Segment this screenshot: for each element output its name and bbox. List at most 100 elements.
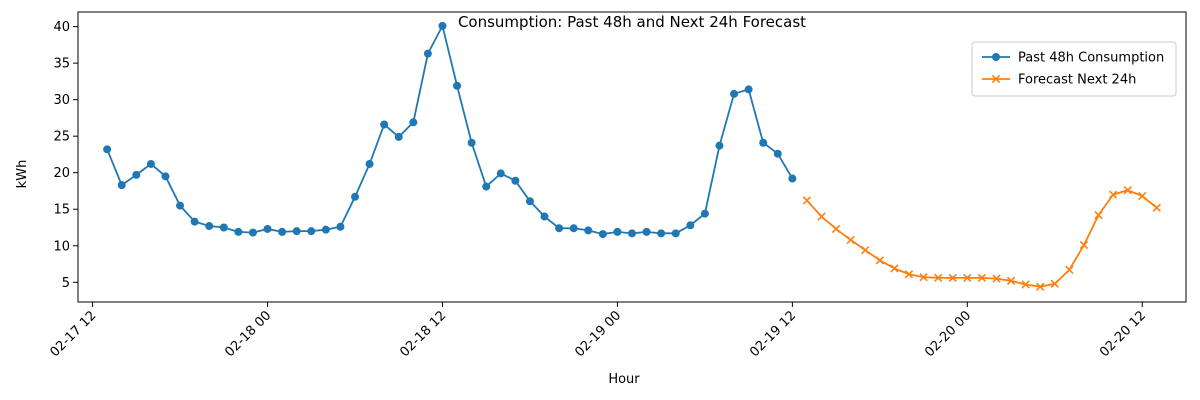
series-2 (802, 186, 1162, 291)
data-point (1036, 282, 1045, 291)
series-layer (103, 21, 1162, 291)
data-point (744, 85, 753, 94)
data-point (671, 229, 680, 238)
data-point (219, 223, 228, 232)
data-point (759, 138, 768, 147)
legend-label: Forecast Next 24h (1018, 73, 1136, 88)
data-point (467, 138, 476, 147)
data-point (948, 273, 957, 283)
x-tick-label: 02-19 00 (572, 308, 624, 360)
y-tick-label: 35 (53, 57, 70, 72)
data-point (628, 229, 636, 238)
data-point (438, 21, 447, 30)
data-point (380, 120, 389, 129)
data-point (1006, 276, 1016, 285)
data-point (598, 230, 607, 239)
legend-marker (991, 74, 1001, 84)
data-point (1079, 240, 1089, 250)
data-point (846, 235, 855, 245)
data-point (904, 270, 914, 279)
data-point (1152, 203, 1162, 212)
y-tick-label: 30 (53, 93, 70, 108)
legend: Past 48h Consumption Forecast Next 24h (971, 41, 1177, 97)
data-point (161, 172, 170, 181)
data-point (496, 169, 505, 178)
data-point (919, 272, 928, 282)
data-point (146, 159, 155, 168)
data-point (263, 224, 272, 233)
data-point (802, 196, 812, 205)
x-axis-label: Hour (608, 372, 640, 387)
data-point (336, 222, 345, 231)
data-point (482, 182, 491, 191)
data-point (307, 227, 316, 236)
data-point (103, 145, 112, 154)
data-point (176, 201, 185, 210)
y-tick-label: 25 (53, 130, 70, 145)
data-point (248, 228, 257, 237)
data-point (1094, 210, 1103, 220)
data-point (875, 256, 885, 265)
x-tick-label: 02-20 00 (922, 308, 974, 360)
x-tick-label: 02-17 12 (47, 308, 99, 360)
data-point (730, 89, 739, 98)
y-tick-label: 5 (62, 276, 70, 291)
data-point (278, 227, 287, 236)
data-point (569, 224, 578, 233)
data-point (1065, 265, 1074, 275)
y-tick-label: 15 (53, 203, 70, 218)
data-point (1108, 190, 1118, 199)
data-point (933, 273, 943, 283)
data-point (700, 209, 709, 218)
data-point (117, 181, 126, 190)
data-point (190, 217, 199, 226)
data-point (351, 192, 359, 201)
legend-label: Past 48h Consumption (1018, 51, 1164, 66)
data-point (831, 224, 841, 234)
data-point (394, 132, 403, 141)
data-point (511, 176, 520, 185)
data-point (1138, 191, 1147, 201)
data-point (788, 174, 797, 183)
data-point (657, 229, 666, 238)
data-point (525, 197, 534, 206)
data-point (409, 118, 418, 127)
data-point (423, 49, 432, 58)
data-point (817, 212, 826, 221)
x-tick-label: 02-19 12 (747, 308, 799, 360)
data-point (292, 227, 301, 236)
data-point (963, 273, 972, 283)
legend-marker (992, 53, 1000, 61)
data-point (890, 264, 899, 273)
data-point (540, 212, 549, 221)
y-axis-label: kWh (15, 160, 30, 189)
x-tick-label: 02-20 12 (1097, 308, 1149, 360)
series-1 (103, 21, 797, 239)
legend-box (971, 41, 1177, 97)
data-point (992, 274, 1001, 283)
data-point (205, 222, 214, 231)
y-tick-label: 20 (53, 166, 70, 181)
y-tick-label: 10 (53, 239, 70, 254)
data-point (365, 159, 374, 168)
data-point (453, 81, 462, 90)
data-point (613, 227, 622, 236)
data-point (132, 170, 141, 179)
data-point (715, 141, 724, 150)
data-point (1050, 279, 1059, 288)
data-point (977, 273, 987, 283)
data-point (686, 221, 695, 230)
chart-title: Consumption: Past 48h and Next 24h Forec… (458, 13, 806, 31)
y-tick-label: 40 (53, 20, 70, 35)
y-axis: 5 10 15 20 25 30 35 40 (53, 20, 78, 291)
x-tick-label: 02-18 12 (397, 308, 449, 360)
data-point (861, 245, 870, 255)
data-point (555, 224, 564, 233)
data-point (1021, 280, 1030, 289)
data-point (234, 227, 243, 236)
x-tick-label: 02-18 00 (222, 308, 274, 360)
data-point (321, 225, 330, 234)
data-point (773, 149, 782, 158)
x-axis: 02-17 12 02-18 00 02-18 12 02-19 00 02-19 12… (47, 302, 1149, 360)
